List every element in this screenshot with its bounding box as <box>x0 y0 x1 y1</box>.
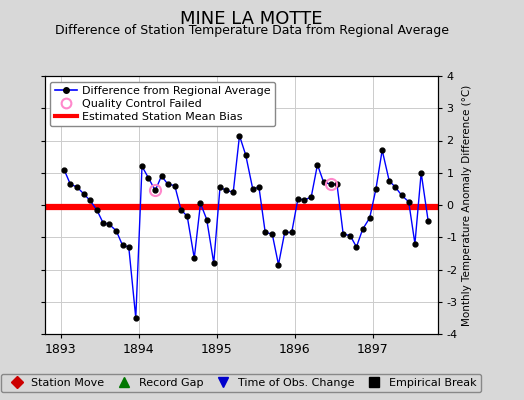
Legend: Station Move, Record Gap, Time of Obs. Change, Empirical Break: Station Move, Record Gap, Time of Obs. C… <box>1 374 481 392</box>
Text: Berkeley Earth: Berkeley Earth <box>392 381 469 391</box>
Text: Difference of Station Temperature Data from Regional Average: Difference of Station Temperature Data f… <box>54 24 449 37</box>
Legend: Difference from Regional Average, Quality Control Failed, Estimated Station Mean: Difference from Regional Average, Qualit… <box>50 82 276 126</box>
Y-axis label: Monthly Temperature Anomaly Difference (°C): Monthly Temperature Anomaly Difference (… <box>462 84 472 326</box>
Text: MINE LA MOTTE: MINE LA MOTTE <box>180 10 323 28</box>
